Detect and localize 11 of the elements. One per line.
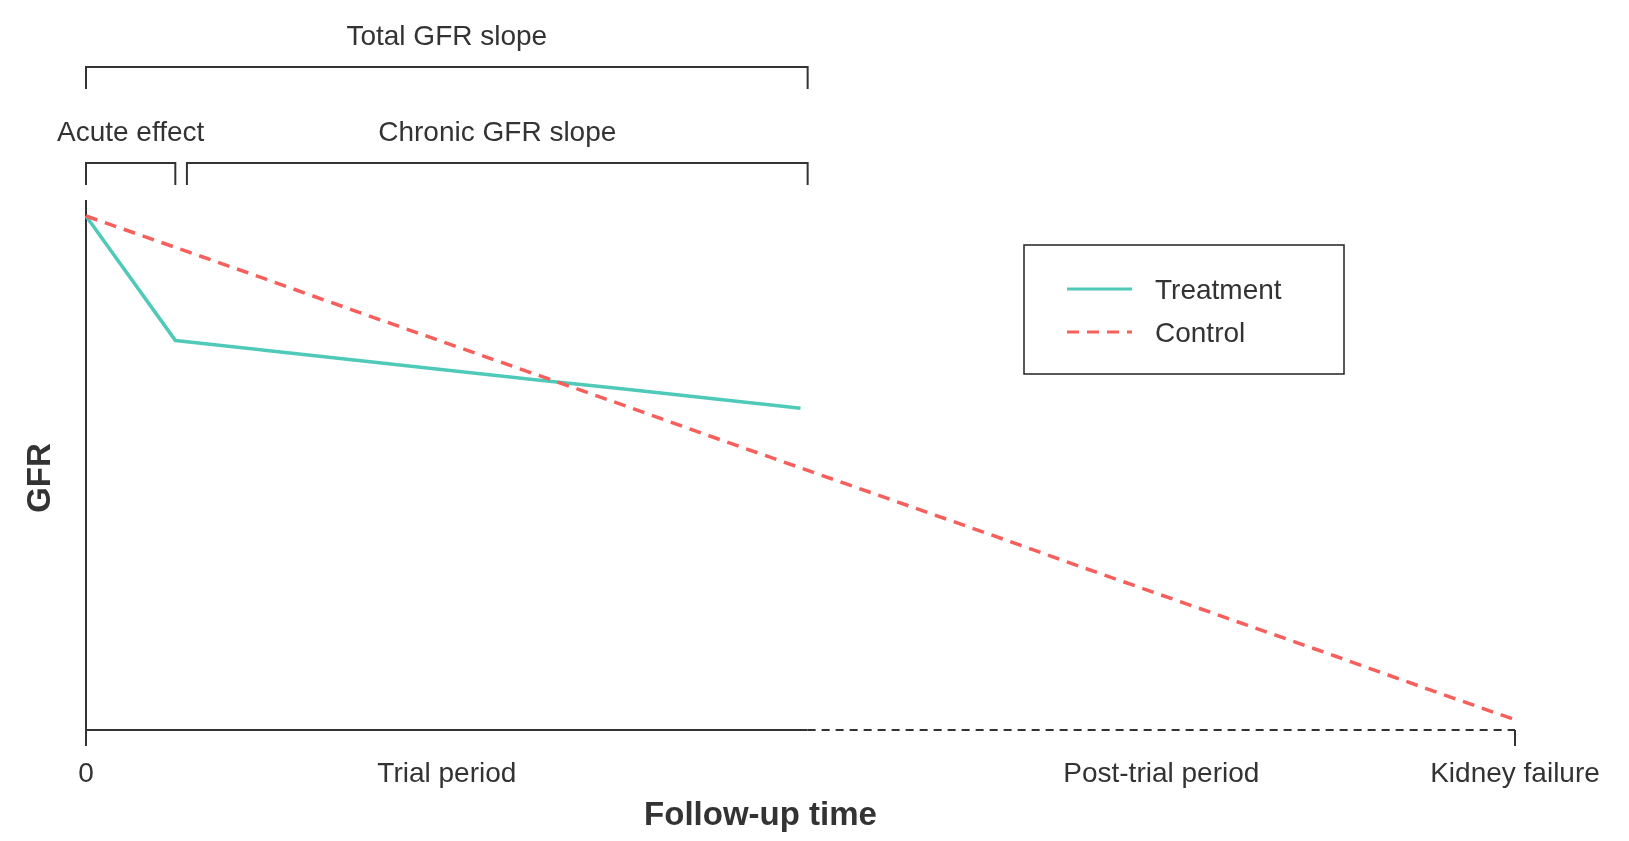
text: Chronic GFR slope: [378, 116, 617, 147]
x-tick-label: Kidney failure: [1430, 757, 1600, 788]
x-tick-label: 0: [78, 757, 94, 788]
y-axis-title: GFR: [20, 443, 57, 513]
legend-label: Control: [1155, 317, 1246, 348]
text: Total GFR slope: [346, 20, 548, 51]
x-axis-title: Follow-up time: [644, 795, 877, 832]
text: Acute effect: [56, 116, 205, 147]
legend-label: Treatment: [1155, 274, 1282, 305]
text: Post-trial period: [1063, 757, 1260, 788]
text: Trial period: [377, 757, 517, 788]
